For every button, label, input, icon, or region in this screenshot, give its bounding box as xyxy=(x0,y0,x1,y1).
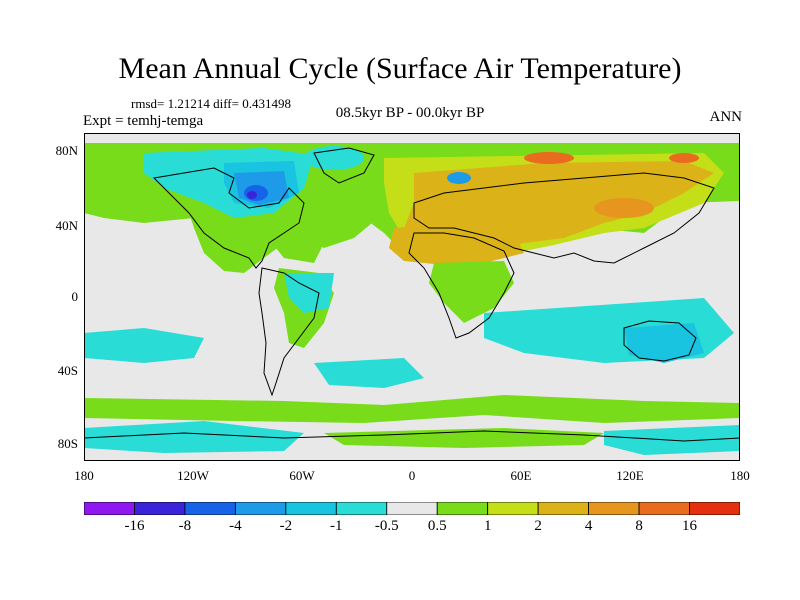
colorbar-swatch xyxy=(134,502,186,515)
colorbar-swatch xyxy=(689,502,740,515)
colorbar-label: 2 xyxy=(534,518,542,534)
colorbar-label: -4 xyxy=(229,518,242,534)
colorbar-label: -1 xyxy=(330,518,343,534)
colorbar-label: 1 xyxy=(483,518,492,534)
field-australia-cool xyxy=(624,323,704,363)
lon-label-60w: 60W xyxy=(289,468,315,483)
lat-label-80s: 80S xyxy=(57,436,78,451)
colorbar-swatch xyxy=(234,502,287,515)
field-tropical-cool-atlantic xyxy=(284,273,334,313)
colorbar-swatch xyxy=(638,502,690,515)
colorbar-swatch xyxy=(588,502,640,515)
colorbar-label: 4 xyxy=(584,518,593,534)
field-africa-green xyxy=(429,261,514,323)
experiment-label: Expt = temhj-temga xyxy=(83,113,204,129)
colorbar-swatch xyxy=(285,502,337,515)
lat-label-40s: 40S xyxy=(57,363,78,378)
coastlines xyxy=(84,147,740,442)
lon-label-0: 0 xyxy=(408,468,416,483)
field-hudson-darkblue xyxy=(247,191,257,199)
field-tropical-cool-pacific xyxy=(84,328,204,363)
colorbar-label: 0.5 xyxy=(427,518,447,534)
map-frame xyxy=(84,133,740,461)
lat-label-40n: 40N xyxy=(55,218,78,233)
figure-title: Mean Annual Cycle (Surface Air Temperatu… xyxy=(118,52,682,85)
field-natlantic-green xyxy=(294,168,414,248)
colorbar-swatch xyxy=(436,502,489,515)
colorbar-label: -2 xyxy=(279,518,293,534)
field-antarctic-cool xyxy=(84,421,304,453)
colorbar-swatch xyxy=(84,502,135,515)
colorbar-label: -0.5 xyxy=(374,518,399,534)
colorbar-swatch xyxy=(386,502,438,515)
colorbar-label: -8 xyxy=(178,518,192,534)
colorbar-label: 8 xyxy=(635,518,643,534)
field-npacific-green xyxy=(84,188,204,223)
colorbar-label: 16 xyxy=(682,518,698,534)
temperature-anomaly-map xyxy=(84,133,740,461)
field-siberia-hot2 xyxy=(669,153,699,163)
colorbar-label: -16 xyxy=(124,518,145,534)
field-satlantic-cool xyxy=(314,358,424,388)
lat-label-80n: 80N xyxy=(55,143,78,158)
stats-text: rmsd= 1.21214 diff= 0.431498 xyxy=(131,96,291,111)
colorbar-swatch xyxy=(335,502,388,515)
lon-label-60e: 60E xyxy=(510,468,532,483)
field-scandinavia-blue xyxy=(447,172,471,184)
colorbar-swatch xyxy=(184,502,236,515)
colorbar xyxy=(84,502,740,515)
lon-label-120w: 120W xyxy=(177,468,209,483)
field-siberia-hot1 xyxy=(524,152,574,164)
field-southern-green xyxy=(84,395,740,423)
lon-label-180w: 180 xyxy=(74,468,94,483)
lat-label-0: 0 xyxy=(71,289,79,304)
lon-label-180e: 180 xyxy=(730,468,750,483)
colorbar-swatch xyxy=(537,502,590,515)
colorbar-swatch xyxy=(487,502,539,515)
field-asia-orange2 xyxy=(594,198,654,218)
period-label: 08.5kyr BP - 00.0kyr BP xyxy=(335,105,485,121)
lon-label-120e: 120E xyxy=(616,468,644,483)
season-label: ANN xyxy=(709,109,743,125)
